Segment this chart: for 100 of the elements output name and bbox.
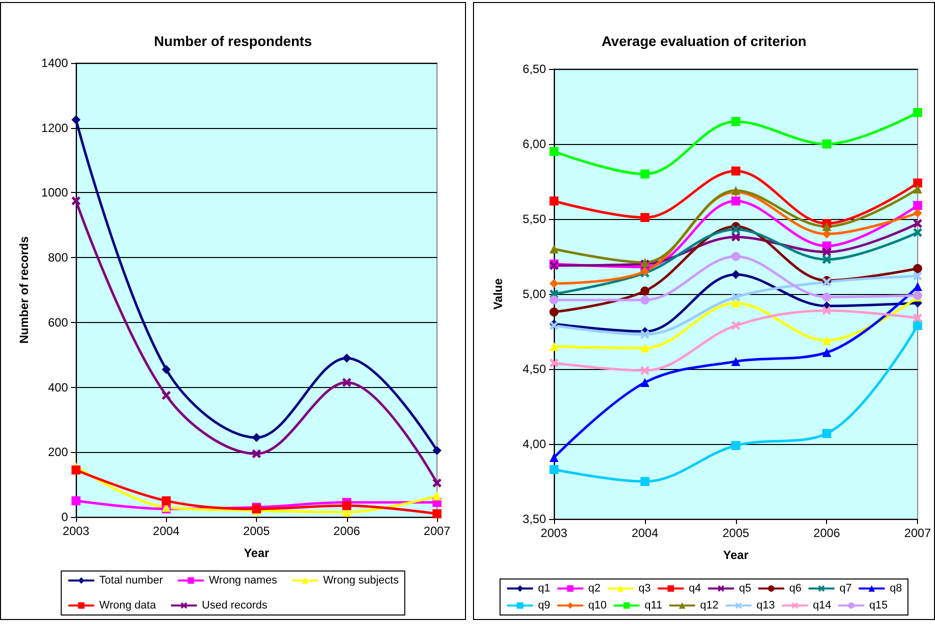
y-tick-label: 4,00 (522, 437, 546, 451)
legend-label: q9 (538, 600, 550, 612)
point (822, 429, 832, 438)
point (550, 308, 558, 316)
legend-label: q13 (756, 600, 775, 612)
y-tick-label: 1000 (41, 186, 68, 200)
point (342, 354, 352, 363)
point (822, 255, 832, 264)
y-tick-label: 6,00 (522, 137, 546, 151)
point (162, 390, 171, 400)
legend-label: q7 (839, 582, 852, 594)
legend-label: Wrong names (208, 574, 278, 586)
point (640, 366, 650, 375)
x-tick-label: 2006 (333, 524, 360, 538)
point (550, 147, 558, 156)
point (822, 306, 832, 315)
point (432, 491, 442, 500)
chart-title: Average evaluation of criterion (602, 33, 806, 49)
point (550, 196, 558, 206)
y-tick-label: 400 (48, 380, 68, 394)
point (822, 292, 832, 302)
point (640, 330, 650, 339)
point (432, 478, 442, 488)
legend-label: Wrong data (99, 600, 157, 612)
chart-title: Number of respondents (154, 33, 312, 49)
point (822, 248, 832, 256)
point (731, 117, 740, 126)
point (550, 358, 558, 368)
point (731, 270, 740, 279)
x-tick-label: 2006 (813, 526, 840, 540)
point (913, 201, 922, 210)
legend-label: q2 (588, 582, 601, 594)
point (731, 357, 740, 366)
y-tick-label: 4,50 (522, 362, 546, 376)
point (252, 433, 261, 442)
point (913, 314, 922, 322)
point (731, 225, 740, 234)
legend-label: q11 (644, 600, 662, 612)
point (432, 509, 442, 518)
point (640, 378, 650, 387)
y-tick-label: 1200 (41, 120, 68, 135)
point (913, 228, 922, 237)
point (731, 166, 740, 176)
point (550, 342, 558, 351)
point (822, 222, 832, 231)
point (162, 364, 171, 374)
point (913, 108, 922, 117)
point (913, 321, 922, 330)
point (550, 465, 558, 474)
y-axis-title: Value (491, 278, 505, 310)
legend-label: q4 (688, 582, 702, 594)
x-axis-title: Year (723, 548, 749, 562)
legend-label: q5 (739, 582, 752, 594)
point (731, 298, 740, 308)
x-tick-label: 2005 (243, 524, 270, 538)
point (913, 184, 922, 194)
legend-label: q1 (538, 582, 550, 594)
point (550, 244, 558, 254)
point (731, 441, 740, 450)
y-tick-label: 3,50 (522, 512, 546, 526)
point (640, 286, 650, 296)
point (731, 252, 740, 261)
legend-label: Used records (202, 600, 268, 612)
y-tick-label: 1400 (41, 56, 68, 70)
point (913, 219, 922, 228)
point (822, 348, 832, 357)
point (640, 213, 650, 222)
legend-label: Wrong subjects (323, 574, 400, 586)
point (640, 296, 650, 304)
legend-label: q15 (869, 600, 888, 612)
y-tick-label: 5,00 (522, 287, 546, 301)
x-tick-label: 2004 (152, 524, 180, 538)
point (913, 208, 922, 218)
point (550, 453, 558, 462)
point (342, 378, 352, 387)
point (640, 170, 650, 178)
x-axis-title: Year (244, 546, 270, 560)
point (913, 178, 922, 188)
x-tick-label: 2007 (424, 524, 451, 538)
point (162, 496, 171, 506)
legend-label: q6 (789, 582, 802, 594)
y-axis-title: Number of records (17, 236, 31, 344)
point (432, 446, 442, 456)
point (550, 279, 558, 288)
point (913, 272, 922, 280)
legend-label: q12 (700, 600, 719, 612)
point (731, 196, 740, 206)
x-tick-label: 2003 (540, 526, 568, 540)
point (640, 344, 650, 352)
point (72, 115, 80, 124)
y-tick-label: 200 (48, 445, 68, 460)
y-tick-label: 6,50 (522, 62, 546, 76)
legend-label: q3 (638, 582, 651, 594)
x-tick-label: 2007 (904, 526, 932, 540)
point (72, 196, 80, 206)
point (252, 449, 261, 458)
point (72, 465, 80, 474)
point (72, 496, 80, 506)
x-tick-label: 2005 (722, 526, 750, 540)
point (822, 140, 832, 148)
